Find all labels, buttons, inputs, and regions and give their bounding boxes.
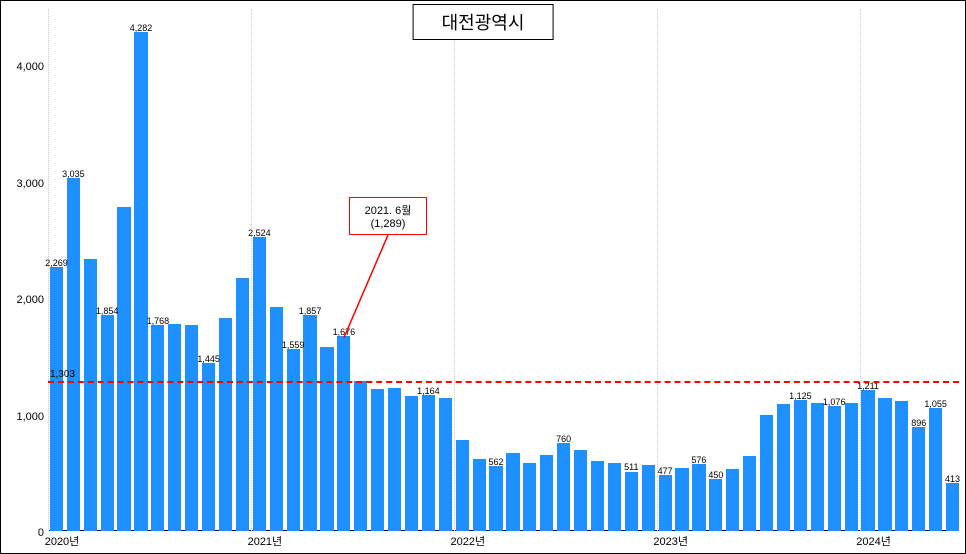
- bar: [270, 307, 283, 531]
- bar-value-label: 1,676: [333, 327, 356, 337]
- callout-line2: (1,289): [356, 218, 420, 230]
- bar: [726, 469, 739, 531]
- bar: [371, 389, 384, 531]
- bar-value-label: 1,854: [96, 306, 119, 316]
- bar: [84, 259, 97, 531]
- bar: [777, 404, 790, 531]
- bar-value-label: 760: [556, 434, 571, 444]
- bar: [185, 325, 198, 531]
- bar: [895, 401, 908, 531]
- bar: [675, 468, 688, 531]
- bar-value-label: 1,055: [924, 399, 947, 409]
- reference-line: [48, 381, 959, 383]
- grid-line-vertical: [860, 9, 861, 531]
- bar: [760, 415, 773, 531]
- x-axis-year-label: 2022년: [450, 533, 485, 549]
- bar: [320, 347, 333, 531]
- plot-area: 2,269 3,035 1,854 4,282 1,768 1,445 2,524 1,559…: [48, 9, 959, 531]
- bar-value-label: 3,035: [62, 169, 85, 179]
- bar: [608, 463, 621, 531]
- bar-value-label: 511: [624, 462, 638, 472]
- bar: [929, 408, 942, 531]
- bar-value-label: 2,269: [45, 258, 68, 268]
- grid-line-vertical: [454, 9, 455, 531]
- bar-value-label: 1,559: [282, 340, 305, 350]
- bar: [574, 450, 587, 532]
- bar: [151, 325, 164, 531]
- bar: [303, 315, 316, 531]
- bar-value-label: 1,857: [299, 306, 322, 316]
- bar: [337, 336, 350, 531]
- bar: [625, 472, 638, 532]
- bar: [743, 456, 756, 531]
- bar: [506, 453, 519, 531]
- reference-line-label: 1,303: [50, 369, 75, 380]
- bar-value-label: 1,125: [789, 391, 812, 401]
- bar: [540, 455, 553, 531]
- bar-value-label: 562: [489, 457, 504, 467]
- bar: [219, 318, 232, 531]
- grid-line-vertical: [251, 9, 252, 531]
- y-axis-tick-label: 4,000: [1, 61, 44, 73]
- bar-value-label: 450: [708, 470, 723, 480]
- bar: [287, 349, 300, 531]
- callout-line1: 2021. 6월: [356, 202, 420, 218]
- bar: [202, 363, 215, 531]
- bar-value-label: 1,164: [417, 386, 440, 396]
- y-axis-tick-label: 1,000: [1, 411, 44, 423]
- bar: [473, 459, 486, 531]
- grid-line-vertical: [48, 9, 49, 531]
- bar: [946, 483, 959, 531]
- y-axis-tick-label: 0: [1, 527, 44, 539]
- bar: [692, 464, 705, 531]
- bar: [405, 396, 418, 531]
- x-axis-year-label: 2021년: [248, 533, 283, 549]
- bar: [50, 267, 63, 531]
- bar: [912, 427, 925, 531]
- y-axis-tick-label: 3,000: [1, 178, 44, 190]
- x-axis-year-label: 2024년: [856, 533, 891, 549]
- x-axis-year-label: 2023년: [653, 533, 688, 549]
- bar: [557, 443, 570, 531]
- bar-value-label: 413: [945, 474, 960, 484]
- chart-container: 대전광역시 2,269 3,035 1,854 4,282 1,768 1,445 2,52…: [0, 0, 966, 554]
- bar: [253, 237, 266, 531]
- bar: [101, 315, 114, 531]
- bar: [845, 403, 858, 531]
- bar-value-label: 896: [911, 418, 926, 428]
- callout-box: 2021. 6월(1,289): [349, 197, 427, 235]
- bar-value-label: 477: [658, 466, 673, 476]
- bar-value-label: 1,445: [197, 354, 220, 364]
- grid-line-vertical: [657, 9, 658, 531]
- bar: [709, 479, 722, 531]
- bar: [489, 466, 502, 531]
- chart-title: 대전광역시: [413, 4, 554, 40]
- y-axis-tick-label: 2,000: [1, 294, 44, 306]
- bar: [168, 324, 181, 531]
- bar: [794, 400, 807, 531]
- bar-value-label: 4,282: [130, 23, 153, 33]
- bar: [642, 465, 655, 531]
- bar: [591, 461, 604, 531]
- bar: [354, 381, 367, 531]
- bar: [439, 398, 452, 531]
- bar: [878, 398, 891, 531]
- bar: [828, 406, 841, 531]
- bar: [861, 390, 874, 531]
- bar: [456, 440, 469, 531]
- bar-value-label: 2,524: [248, 228, 271, 238]
- bar: [236, 278, 249, 531]
- bar: [67, 178, 80, 531]
- bar-value-label: 1,076: [823, 397, 846, 407]
- bar: [422, 395, 435, 531]
- bar: [134, 32, 147, 531]
- bar: [523, 463, 536, 531]
- bar: [388, 388, 401, 531]
- bar: [811, 403, 824, 531]
- bar: [117, 207, 130, 531]
- bar-value-label: 1,768: [147, 316, 170, 326]
- bar-value-label: 576: [691, 455, 706, 465]
- x-axis-year-label: 2020년: [45, 533, 80, 549]
- bar: [659, 475, 672, 531]
